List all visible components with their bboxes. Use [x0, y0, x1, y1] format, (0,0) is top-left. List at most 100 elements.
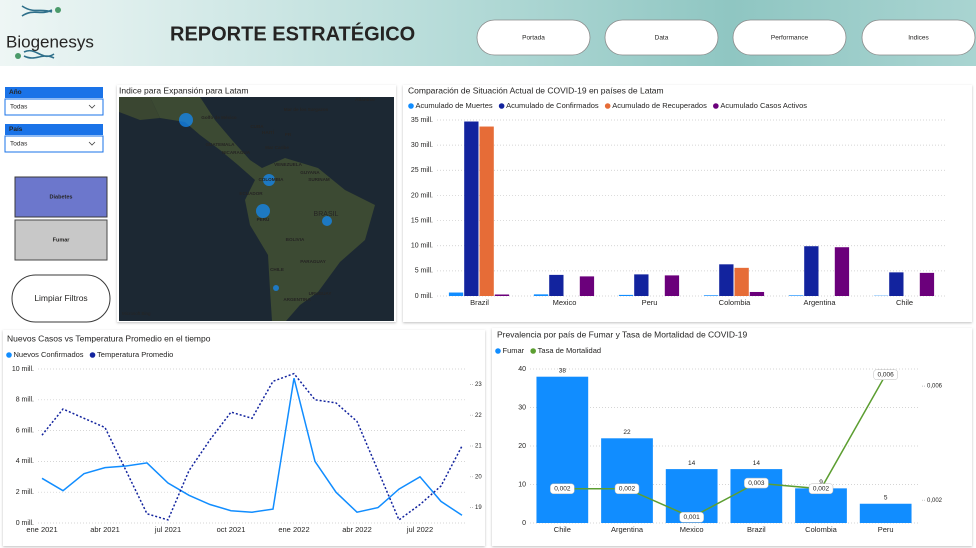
report-title: REPORTE ESTRATÉGICO — [170, 22, 415, 45]
nav-button[interactable] — [861, 19, 976, 56]
map-label: Golfo de México — [201, 115, 237, 120]
filter-value[interactable]: Todas — [10, 104, 28, 111]
x-tick-label: abr 2021 — [90, 525, 120, 534]
map-label: SURINAM — [308, 177, 330, 182]
y-tick-label: 30 mill. — [411, 142, 433, 149]
filter-header — [5, 124, 103, 135]
y-tick-label: 40 — [518, 366, 526, 373]
bar-value-label: 22 — [623, 429, 631, 436]
brand: Biogenesys — [6, 32, 94, 51]
filter-chevron[interactable] — [88, 141, 96, 146]
x-tick-label: Mexico — [553, 298, 577, 307]
x-tick-label: jul 2022 — [406, 525, 433, 534]
legend-label: Acumulado Casos Activos — [720, 101, 807, 110]
x-tick-label: Argentina — [803, 298, 836, 307]
x-tick-label: Mexico — [680, 525, 704, 534]
bar — [536, 376, 589, 523]
x-tick-label: Peru — [642, 298, 658, 307]
bar-value-label: 38 — [559, 367, 567, 374]
legend-marker — [530, 348, 536, 354]
line-value-label-box — [744, 477, 769, 489]
legend-label: Temperatura Promedio — [97, 350, 173, 359]
x-tick-label: abr 2022 — [342, 525, 372, 534]
y2-tick-label: 21 — [475, 444, 482, 450]
map-label: CUBA — [250, 124, 264, 129]
chart-title: Nuevos Casos vs Temperatura Promedio en … — [7, 333, 211, 343]
legend-label: Acumulado de Confirmados — [506, 101, 599, 110]
bar — [618, 294, 634, 296]
map-label: PARAGUAY — [300, 259, 326, 264]
filter-chevron[interactable] — [88, 104, 96, 109]
legend-label: Fumar — [503, 346, 525, 355]
line-value-label: 0,006 — [878, 371, 895, 378]
y2-tick-label: 0,006 — [927, 384, 943, 390]
map-bubble — [273, 285, 279, 291]
bar — [448, 292, 464, 296]
chart-title: Prevalencia por país de Fumar y Tasa de … — [497, 329, 748, 339]
y2-tick-label: 23 — [475, 382, 482, 388]
line-value-label: 0,003 — [748, 480, 765, 487]
legend-label: Acumulado de Recuperados — [612, 101, 707, 110]
nav-button[interactable] — [604, 19, 719, 56]
nav-button-label[interactable]: Data — [655, 35, 669, 42]
x-tick-label: Colombia — [805, 525, 838, 534]
legend-marker — [6, 352, 12, 358]
map-label: BOLIVIA — [286, 237, 305, 242]
bar — [533, 294, 549, 296]
diabetes-button-label[interactable]: Diabetes — [50, 194, 73, 200]
filter-dropdown[interactable] — [4, 135, 104, 153]
filter-value[interactable]: Todas — [10, 141, 28, 148]
nav-button[interactable] — [476, 19, 591, 56]
fumar-button[interactable] — [14, 219, 108, 261]
y-tick-label: 10 mill. — [12, 366, 34, 373]
y-tick-label: 35 mill. — [411, 117, 433, 124]
legend-label: Nuevos Confirmados — [14, 350, 84, 359]
nav-button-label[interactable]: Portada — [522, 35, 545, 42]
bar — [804, 246, 819, 296]
y-tick-label: 0 mill. — [16, 520, 34, 527]
y2-tick-label: 20 — [475, 474, 482, 480]
clear-filters-label[interactable]: Limpiar Filtros — [34, 293, 87, 303]
nav-button-label[interactable]: Indices — [908, 35, 929, 42]
bar — [601, 438, 653, 523]
y-tick-label: 20 — [518, 443, 526, 450]
map-label: BRASIL — [314, 211, 339, 218]
y2-tick-label: 0,002 — [927, 498, 943, 504]
y-tick-label: 10 mill. — [411, 243, 433, 250]
bar — [634, 274, 649, 296]
fumar-button-label[interactable]: Fumar — [53, 237, 71, 243]
diabetes-button[interactable] — [14, 176, 108, 218]
bar — [494, 294, 510, 296]
map-label: HAITÍ — [262, 128, 275, 135]
bar — [919, 272, 935, 296]
map-title: Indice para Expansión para Latam — [119, 85, 248, 95]
y-tick-label: 20 mill. — [411, 192, 433, 199]
nav-button[interactable] — [732, 19, 847, 56]
map-label: CHILE — [270, 267, 284, 272]
legend-marker — [498, 103, 505, 109]
y-tick-label: 10 — [518, 481, 526, 488]
bar — [719, 264, 734, 296]
map-bubble — [263, 174, 275, 186]
y-tick-label: 25 mill. — [411, 167, 433, 174]
map-bubble — [322, 216, 332, 226]
line-value-label-box — [679, 512, 704, 523]
line-value-label-box — [873, 369, 898, 380]
legend-label: Tasa de Mortalidad — [538, 346, 601, 355]
nav-button-label[interactable]: Performance — [771, 35, 809, 42]
map-label: Mar de los Sargazos — [284, 107, 329, 112]
clear-filters-button[interactable] — [11, 274, 111, 323]
map-label: PERÚ — [257, 216, 270, 222]
y-tick-label: 2 mill. — [16, 489, 34, 496]
legend-marker — [495, 348, 501, 354]
bar — [859, 503, 912, 523]
y-tick-label: 30 — [518, 404, 526, 411]
chart-panel — [3, 330, 485, 546]
filter-dropdown[interactable] — [4, 98, 104, 116]
bar — [703, 295, 719, 296]
map-bubble — [179, 113, 193, 127]
x-tick-label: Argentina — [611, 525, 644, 534]
bar — [730, 469, 783, 523]
line-value-label: 0,002 — [554, 485, 571, 492]
